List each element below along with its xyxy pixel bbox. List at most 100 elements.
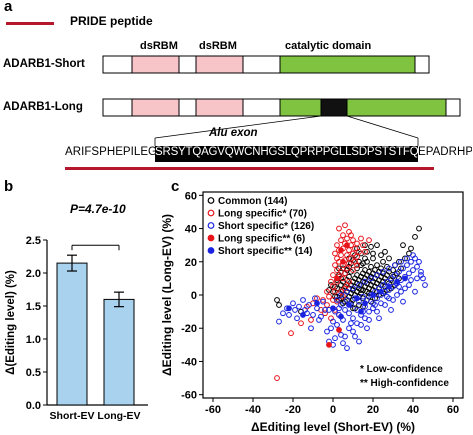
scatter-point	[418, 272, 424, 278]
scatter-point	[406, 270, 412, 277]
isoform-short-label: ADARB1-Short	[3, 58, 85, 70]
scatter-point	[374, 242, 380, 249]
scatter-point	[402, 275, 408, 282]
scatter-point	[392, 272, 398, 278]
sequence-alu: SRSYTQAGVQWCNHGSLQPRPPGLLSDPSTSTFQGAGTT	[155, 146, 458, 158]
scatter-point	[406, 282, 412, 288]
panel-b-letter: b	[4, 178, 14, 195]
scatter-point	[382, 302, 388, 308]
scatter-point	[368, 243, 374, 250]
scatter-point	[288, 330, 294, 337]
scatter-point	[366, 308, 372, 315]
scatter-point	[344, 345, 350, 352]
legend-label: Short specific** (14)	[218, 246, 312, 257]
scatter-point	[310, 312, 316, 318]
y-tick-label: 1.5	[26, 301, 41, 313]
scatter-point	[342, 270, 348, 277]
x-tick-label: Short-EV	[50, 410, 95, 422]
scatter-point	[302, 307, 308, 313]
scatter-point	[322, 307, 328, 313]
legend-label: Long specific** (6)	[218, 234, 305, 245]
scatter-point	[350, 315, 356, 322]
legend-marker	[207, 222, 215, 229]
x-tick-label: 60	[447, 404, 459, 416]
scatter-point	[354, 253, 360, 260]
scatter-point	[338, 292, 344, 298]
scatter-point	[398, 288, 404, 295]
long-dsrbm-1	[131, 98, 180, 117]
scatter-point	[362, 248, 368, 255]
short-dsrbm-2	[195, 55, 244, 74]
scatter-point	[378, 288, 384, 295]
pvalue-label: P=4.7e-10	[70, 202, 126, 216]
legend-label: Common (144)	[218, 196, 287, 207]
scatter-point	[340, 340, 346, 347]
scatter-point	[380, 282, 386, 288]
scatter-point	[328, 325, 334, 332]
x-tick-label: 40	[407, 404, 419, 416]
scatter-point	[404, 255, 410, 262]
scatter-point	[412, 288, 418, 295]
y-axis-label: Δ(Editing level) (%)	[5, 270, 17, 375]
scatter-point	[366, 317, 372, 323]
scatter-point	[320, 298, 326, 305]
dsrbm-label-2: dsRBM	[199, 40, 237, 52]
scatter-point	[358, 308, 364, 315]
scatter-point	[338, 237, 344, 244]
scatter-point	[324, 302, 330, 308]
bar-short-ev	[56, 262, 88, 406]
scatter-point	[342, 307, 348, 313]
scatter-point	[350, 267, 356, 273]
scatter-point	[340, 275, 346, 282]
y-tick-label: 2.0	[26, 268, 41, 280]
scatter-point	[348, 232, 354, 239]
scatter-point	[388, 307, 394, 313]
scatter-point	[354, 240, 360, 247]
scatter-point	[364, 248, 370, 255]
scatter-point	[330, 318, 336, 325]
scatter-point	[408, 277, 414, 283]
scatter-point	[344, 288, 350, 295]
scatter-point	[352, 333, 358, 340]
scatter-point	[368, 275, 374, 282]
scatter-point	[346, 310, 352, 317]
scatter-point	[362, 300, 368, 307]
isoform-long-label: ADARB1-Long	[3, 101, 83, 113]
long-catalytic-right	[346, 98, 447, 117]
scatter-point	[400, 242, 406, 249]
scatter-point	[396, 268, 402, 275]
scatter-point	[400, 265, 406, 272]
scatter-point	[340, 258, 346, 265]
bar-long-ev	[103, 298, 135, 406]
scatter-point	[380, 258, 386, 265]
x-tick-label: 20	[367, 404, 379, 416]
y-tick-label: 0	[191, 290, 197, 302]
scatter-point	[296, 303, 302, 310]
y-tick-label: 40	[185, 224, 197, 236]
x-tick-label: -40	[245, 404, 261, 416]
scatter-point	[360, 260, 366, 267]
sequence-right: EPADRHP	[418, 146, 472, 158]
x-tick-label: -20	[285, 404, 301, 416]
zoom-line-left	[154, 115, 322, 139]
scatter-point	[418, 268, 424, 275]
protein-domain-diagram	[65, 55, 461, 170]
scatter-point	[334, 297, 340, 303]
scatter-point	[362, 242, 368, 249]
scatter-point	[370, 250, 376, 257]
scatter-point	[386, 283, 392, 290]
scatter-point	[360, 242, 366, 249]
scatter-point	[416, 225, 422, 232]
long-dsrbm-2	[195, 98, 244, 117]
scatter-point	[374, 308, 380, 315]
scatter-point	[344, 242, 350, 249]
scatter-point	[350, 328, 356, 335]
scatter-point	[346, 247, 352, 254]
scatter-point	[344, 265, 350, 272]
scatter-point	[338, 313, 344, 320]
scatter-point	[354, 295, 360, 302]
legend-marker	[207, 234, 215, 242]
scatter-point	[300, 312, 306, 318]
scatter-point	[358, 322, 364, 328]
scatter-point	[312, 295, 318, 302]
